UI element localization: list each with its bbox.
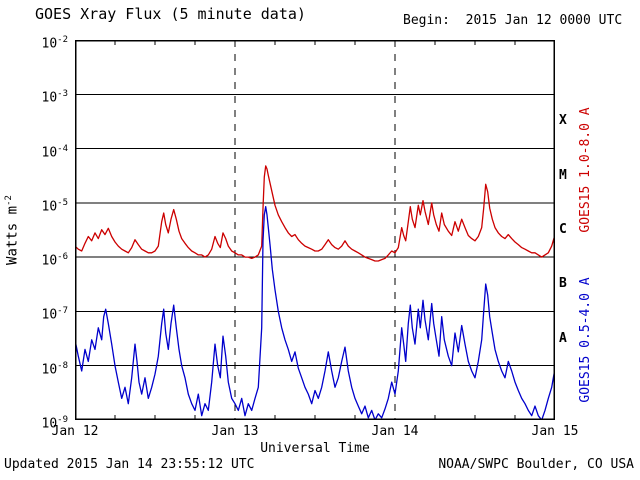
source-credit: NOAA/SWPC Boulder, CO USA	[438, 457, 634, 472]
plot-canvas	[75, 40, 555, 420]
y-tick-label: 10-6	[41, 252, 69, 269]
x-tick-label: Jan 12	[51, 424, 99, 439]
y-tick-label: 10-5	[41, 197, 69, 215]
y-tick-label: 10-2	[41, 35, 69, 52]
flux-class-letter-b: B	[559, 276, 567, 292]
x-tick-label: Jan 14	[371, 424, 419, 439]
flux-class-letter-x: X	[559, 113, 567, 129]
flux-class-letter-m: M	[559, 167, 567, 183]
flux-class-letter-c: C	[559, 222, 567, 237]
y-tick-label: 10-9	[41, 415, 69, 432]
y-tick-label: 10-8	[41, 360, 69, 378]
updated-timestamp: Updated 2015 Jan 14 23:55:12 UTC	[4, 457, 255, 472]
series-label-short-channel: GOES15 0.5-4.0 A	[578, 277, 593, 403]
chart-title: GOES Xray Flux (5 minute data)	[35, 5, 306, 23]
x-axis-title: Universal Time	[260, 441, 370, 456]
x-tick-label: Jan 13	[211, 424, 259, 439]
flux-class-letter-a: A	[559, 330, 567, 346]
y-axis-title: Watts m-2	[4, 195, 21, 265]
y-tick-label: 10-3	[41, 89, 69, 106]
x-tick-label: Jan 15	[531, 424, 579, 439]
plot-area	[75, 40, 555, 420]
begin-time-label: Begin: 2015 Jan 12 0000 UTC	[403, 13, 623, 28]
y-tick-label: 10-7	[41, 306, 69, 323]
y-tick-label: 10-4	[41, 143, 69, 160]
